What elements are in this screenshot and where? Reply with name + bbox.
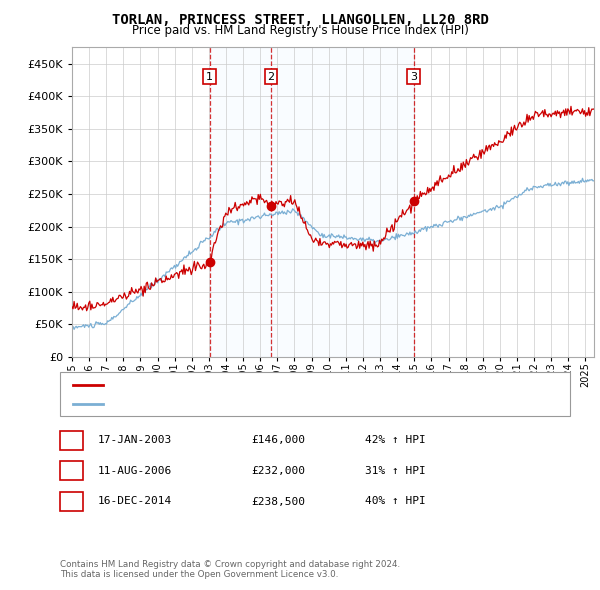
Text: 2: 2 xyxy=(268,71,274,81)
Text: £238,500: £238,500 xyxy=(251,497,305,506)
Text: 2: 2 xyxy=(68,464,75,477)
Text: 17-JAN-2003: 17-JAN-2003 xyxy=(98,435,172,445)
Text: 40% ↑ HPI: 40% ↑ HPI xyxy=(365,497,425,506)
Bar xyxy=(210,47,271,357)
Text: TORLAN, PRINCESS STREET, LLANGOLLEN, LL20 8RD: TORLAN, PRINCESS STREET, LLANGOLLEN, LL2… xyxy=(112,13,488,27)
Text: 31% ↑ HPI: 31% ↑ HPI xyxy=(365,466,425,476)
Text: Price paid vs. HM Land Registry's House Price Index (HPI): Price paid vs. HM Land Registry's House … xyxy=(131,24,469,37)
Text: 1: 1 xyxy=(68,434,75,447)
Bar xyxy=(271,47,413,357)
Text: HPI: Average price, detached house, Denbighshire: HPI: Average price, detached house, Denb… xyxy=(109,399,371,408)
Text: £232,000: £232,000 xyxy=(251,466,305,476)
Text: 16-DEC-2014: 16-DEC-2014 xyxy=(98,497,172,506)
Text: Contains HM Land Registry data © Crown copyright and database right 2024.
This d: Contains HM Land Registry data © Crown c… xyxy=(60,560,400,579)
Text: 11-AUG-2006: 11-AUG-2006 xyxy=(98,466,172,476)
Text: TORLAN, PRINCESS STREET, LLANGOLLEN, LL20 8RD (detached house): TORLAN, PRINCESS STREET, LLANGOLLEN, LL2… xyxy=(109,380,479,390)
Text: 3: 3 xyxy=(410,71,417,81)
Text: 3: 3 xyxy=(68,495,75,508)
Text: 1: 1 xyxy=(206,71,213,81)
Text: £146,000: £146,000 xyxy=(251,435,305,445)
Text: 42% ↑ HPI: 42% ↑ HPI xyxy=(365,435,425,445)
